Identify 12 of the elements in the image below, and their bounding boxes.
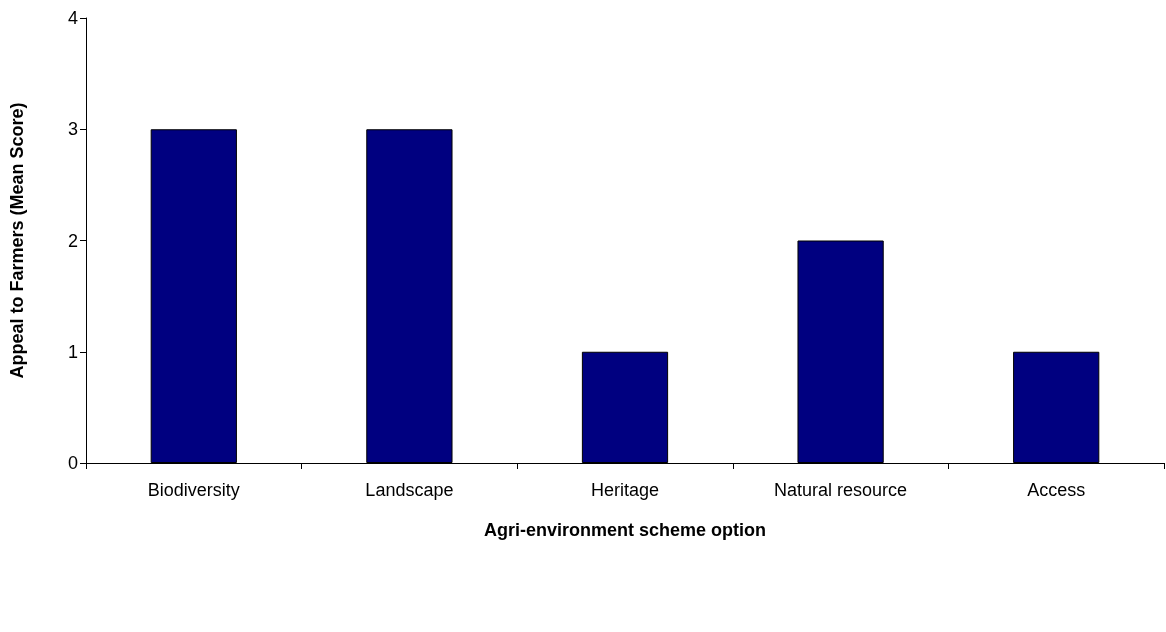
y-axis-title: Appeal to Farmers (Mean Score) (7, 102, 27, 379)
x-tick-label: Heritage (590, 480, 660, 500)
y-tick-label: 3 (67, 119, 78, 140)
x-tick-label: Biodiversity (147, 480, 240, 500)
y-tick-label: 2 (67, 230, 78, 251)
x-tick-label: Natural resource (774, 480, 908, 500)
x-axis-title: Agri-environment scheme option (483, 520, 767, 540)
y-tick-label: 4 (67, 8, 78, 28)
x-tick-label: Landscape (365, 480, 454, 500)
y-tick-label: 0 (67, 453, 78, 473)
y-tick-label: 1 (67, 341, 78, 362)
x-tick-label: Access (1027, 480, 1086, 500)
